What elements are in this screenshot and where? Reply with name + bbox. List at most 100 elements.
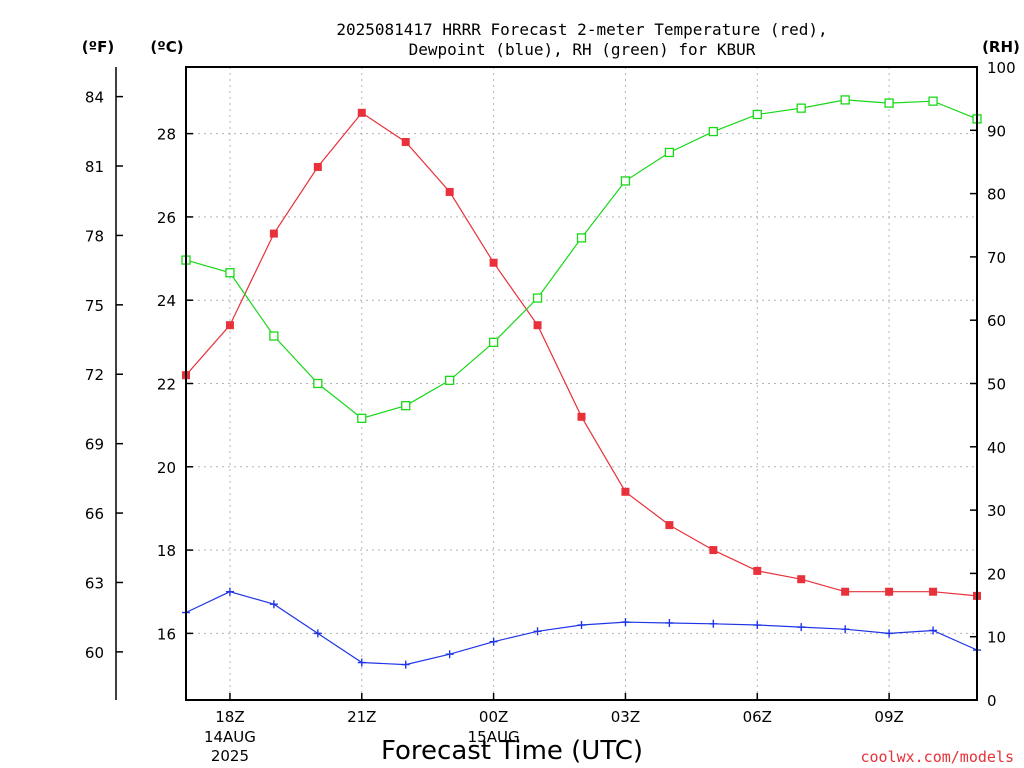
chart-title-line-2: Dewpoint (blue), RH (green) for KBUR xyxy=(409,40,756,59)
dewpoint-point xyxy=(313,629,322,638)
rh-point xyxy=(664,147,675,158)
dewpoint-point xyxy=(753,621,762,630)
temperature-point xyxy=(665,521,674,530)
dewpoint-point xyxy=(401,660,410,669)
rh-tick-label: 50 xyxy=(987,376,1006,394)
series-layer xyxy=(181,95,982,669)
temperature-point xyxy=(533,321,542,330)
rh-tick-label: 30 xyxy=(987,502,1006,520)
fahrenheit-axis-unit: (ºF) xyxy=(82,38,114,56)
dewpoint-point xyxy=(665,618,674,627)
temperature-point xyxy=(885,587,894,596)
dewpoint-point xyxy=(533,627,542,636)
dewpoint-point xyxy=(885,629,894,638)
x-tick-sublabel: 2025 xyxy=(211,747,249,765)
temperature-point xyxy=(929,587,938,596)
fahrenheit-axis: 60 63 66 69 72 75 78 81 84 xyxy=(85,67,123,700)
dewpoint-point xyxy=(269,600,278,609)
temperature-point xyxy=(313,162,322,171)
rh-point xyxy=(840,95,850,105)
dewpoint-point xyxy=(929,626,938,635)
x-tick-label: 21Z xyxy=(347,708,376,726)
rh-tick-label: 60 xyxy=(987,312,1006,330)
fahrenheit-tick-label: 69 xyxy=(85,436,104,454)
dewpoint-point xyxy=(841,625,850,634)
x-axis-label: Forecast Time (UTC) xyxy=(381,736,643,766)
rh-tick-label: 20 xyxy=(987,565,1006,583)
rh-series xyxy=(181,95,982,423)
x-tick-label: 18Z xyxy=(215,708,244,726)
rh-point xyxy=(357,413,367,423)
temperature-point xyxy=(489,258,498,267)
celsius-tick-label: 28 xyxy=(157,126,176,144)
rh-axis-unit: (RH) xyxy=(982,38,1020,56)
rh-point xyxy=(752,109,762,120)
fahrenheit-tick-label: 72 xyxy=(85,366,104,384)
rh-point xyxy=(445,375,455,385)
celsius-tick-label: 26 xyxy=(157,209,176,227)
dewpoint-point xyxy=(357,658,366,667)
rh-line xyxy=(185,99,978,419)
plot-frame xyxy=(185,66,978,701)
fahrenheit-tick-label: 78 xyxy=(85,227,104,245)
rh-tick-label: 10 xyxy=(987,629,1006,647)
rh-axis: 0 10 20 30 40 50 60 70 80 90 100 xyxy=(970,59,1016,710)
rh-tick-label: 100 xyxy=(987,59,1016,77)
fahrenheit-tick-label: 81 xyxy=(85,158,104,176)
rh-tick-label: 40 xyxy=(987,439,1006,457)
dewpoint-point xyxy=(577,621,586,630)
celsius-axis-unit: (ºC) xyxy=(150,38,183,56)
rh-tick-label: 0 xyxy=(987,692,997,710)
rh-tick-label: 80 xyxy=(987,186,1006,204)
temperature-point xyxy=(753,566,762,575)
x-tick-label: 03Z xyxy=(611,708,640,726)
fahrenheit-tick-label: 84 xyxy=(85,89,104,107)
dewpoint-point xyxy=(621,618,630,627)
chart-title-line-1: 2025081417 HRRR Forecast 2-meter Tempera… xyxy=(336,20,827,39)
temperature-line xyxy=(185,111,978,597)
rh-tick-label: 90 xyxy=(987,122,1006,140)
celsius-tick-label: 24 xyxy=(157,292,176,310)
temperature-series xyxy=(182,108,981,600)
celsius-tick-label: 18 xyxy=(157,542,176,560)
rh-point xyxy=(620,176,631,186)
celsius-axis: 16 18 20 22 24 26 28 xyxy=(157,126,193,643)
fahrenheit-tick-label: 60 xyxy=(85,644,104,662)
rh-point xyxy=(313,378,323,389)
rh-point xyxy=(928,96,938,106)
dewpoint-point xyxy=(709,619,718,628)
x-tick-sublabel: 14AUG xyxy=(204,728,256,746)
dewpoint-point xyxy=(225,587,234,596)
rh-point xyxy=(796,103,806,113)
fahrenheit-tick-label: 63 xyxy=(85,574,104,592)
x-tick-sublabel: 15AUG xyxy=(468,728,520,746)
temperature-point xyxy=(269,229,278,238)
temperature-point xyxy=(797,575,806,584)
credit-text: coolwx.com/models xyxy=(860,748,1014,766)
temperature-point xyxy=(445,187,454,196)
temperature-point xyxy=(709,546,718,555)
temperature-point xyxy=(841,587,850,596)
x-tick-label: 09Z xyxy=(874,708,903,726)
x-tick-label: 00Z xyxy=(479,708,508,726)
fahrenheit-tick-label: 66 xyxy=(85,505,104,523)
celsius-tick-label: 20 xyxy=(157,459,176,477)
rh-point xyxy=(401,401,411,411)
dewpoint-point xyxy=(797,623,806,632)
temperature-point xyxy=(621,487,630,496)
celsius-tick-label: 16 xyxy=(157,625,176,643)
temperature-point xyxy=(401,137,410,146)
rh-point xyxy=(884,98,894,108)
temperature-point xyxy=(225,321,234,330)
rh-point xyxy=(532,293,543,303)
dewpoint-point xyxy=(489,637,498,646)
rh-point xyxy=(269,331,279,341)
grid xyxy=(186,67,977,700)
x-tick-label: 06Z xyxy=(743,708,772,726)
rh-tick-label: 70 xyxy=(987,249,1006,267)
rh-point xyxy=(708,126,718,137)
temperature-point xyxy=(577,412,586,421)
dewpoint-series xyxy=(182,587,981,669)
